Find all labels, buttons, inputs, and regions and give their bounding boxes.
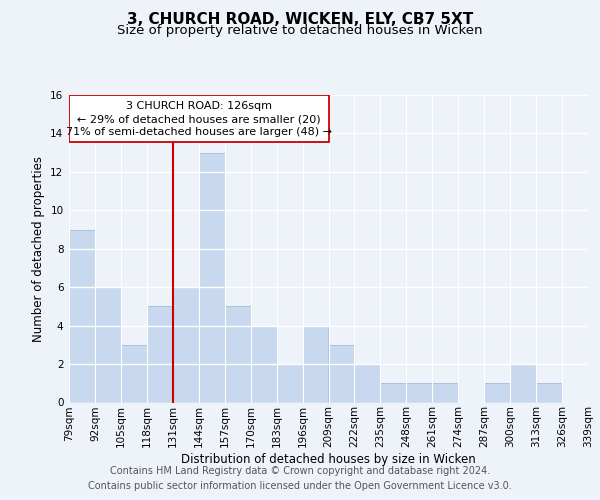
Bar <box>95 287 121 403</box>
Bar <box>536 384 562 402</box>
Text: 3, CHURCH ROAD, WICKEN, ELY, CB7 5XT: 3, CHURCH ROAD, WICKEN, ELY, CB7 5XT <box>127 12 473 28</box>
Bar <box>355 364 380 403</box>
Text: Size of property relative to detached houses in Wicken: Size of property relative to detached ho… <box>117 24 483 37</box>
Bar <box>277 364 302 403</box>
Bar <box>510 364 536 403</box>
Bar <box>224 306 251 402</box>
Text: Contains public sector information licensed under the Open Government Licence v3: Contains public sector information licen… <box>88 481 512 491</box>
Y-axis label: Number of detached properties: Number of detached properties <box>32 156 44 342</box>
Bar <box>69 230 95 402</box>
Bar <box>433 384 458 402</box>
Bar <box>173 287 199 403</box>
Bar <box>302 326 329 402</box>
Bar <box>69 95 329 142</box>
Bar <box>588 384 600 402</box>
Text: ← 29% of detached houses are smaller (20): ← 29% of detached houses are smaller (20… <box>77 114 320 124</box>
Bar <box>121 345 147 403</box>
Text: 3 CHURCH ROAD: 126sqm: 3 CHURCH ROAD: 126sqm <box>126 100 272 110</box>
Bar <box>380 384 406 402</box>
Text: Contains HM Land Registry data © Crown copyright and database right 2024.: Contains HM Land Registry data © Crown c… <box>110 466 490 476</box>
Bar <box>329 345 355 403</box>
Bar <box>251 326 277 402</box>
Bar <box>406 384 432 402</box>
X-axis label: Distribution of detached houses by size in Wicken: Distribution of detached houses by size … <box>181 453 476 466</box>
Bar <box>147 306 173 402</box>
Text: 71% of semi-detached houses are larger (48) →: 71% of semi-detached houses are larger (… <box>66 126 332 136</box>
Bar <box>199 152 224 402</box>
Bar <box>484 384 510 402</box>
